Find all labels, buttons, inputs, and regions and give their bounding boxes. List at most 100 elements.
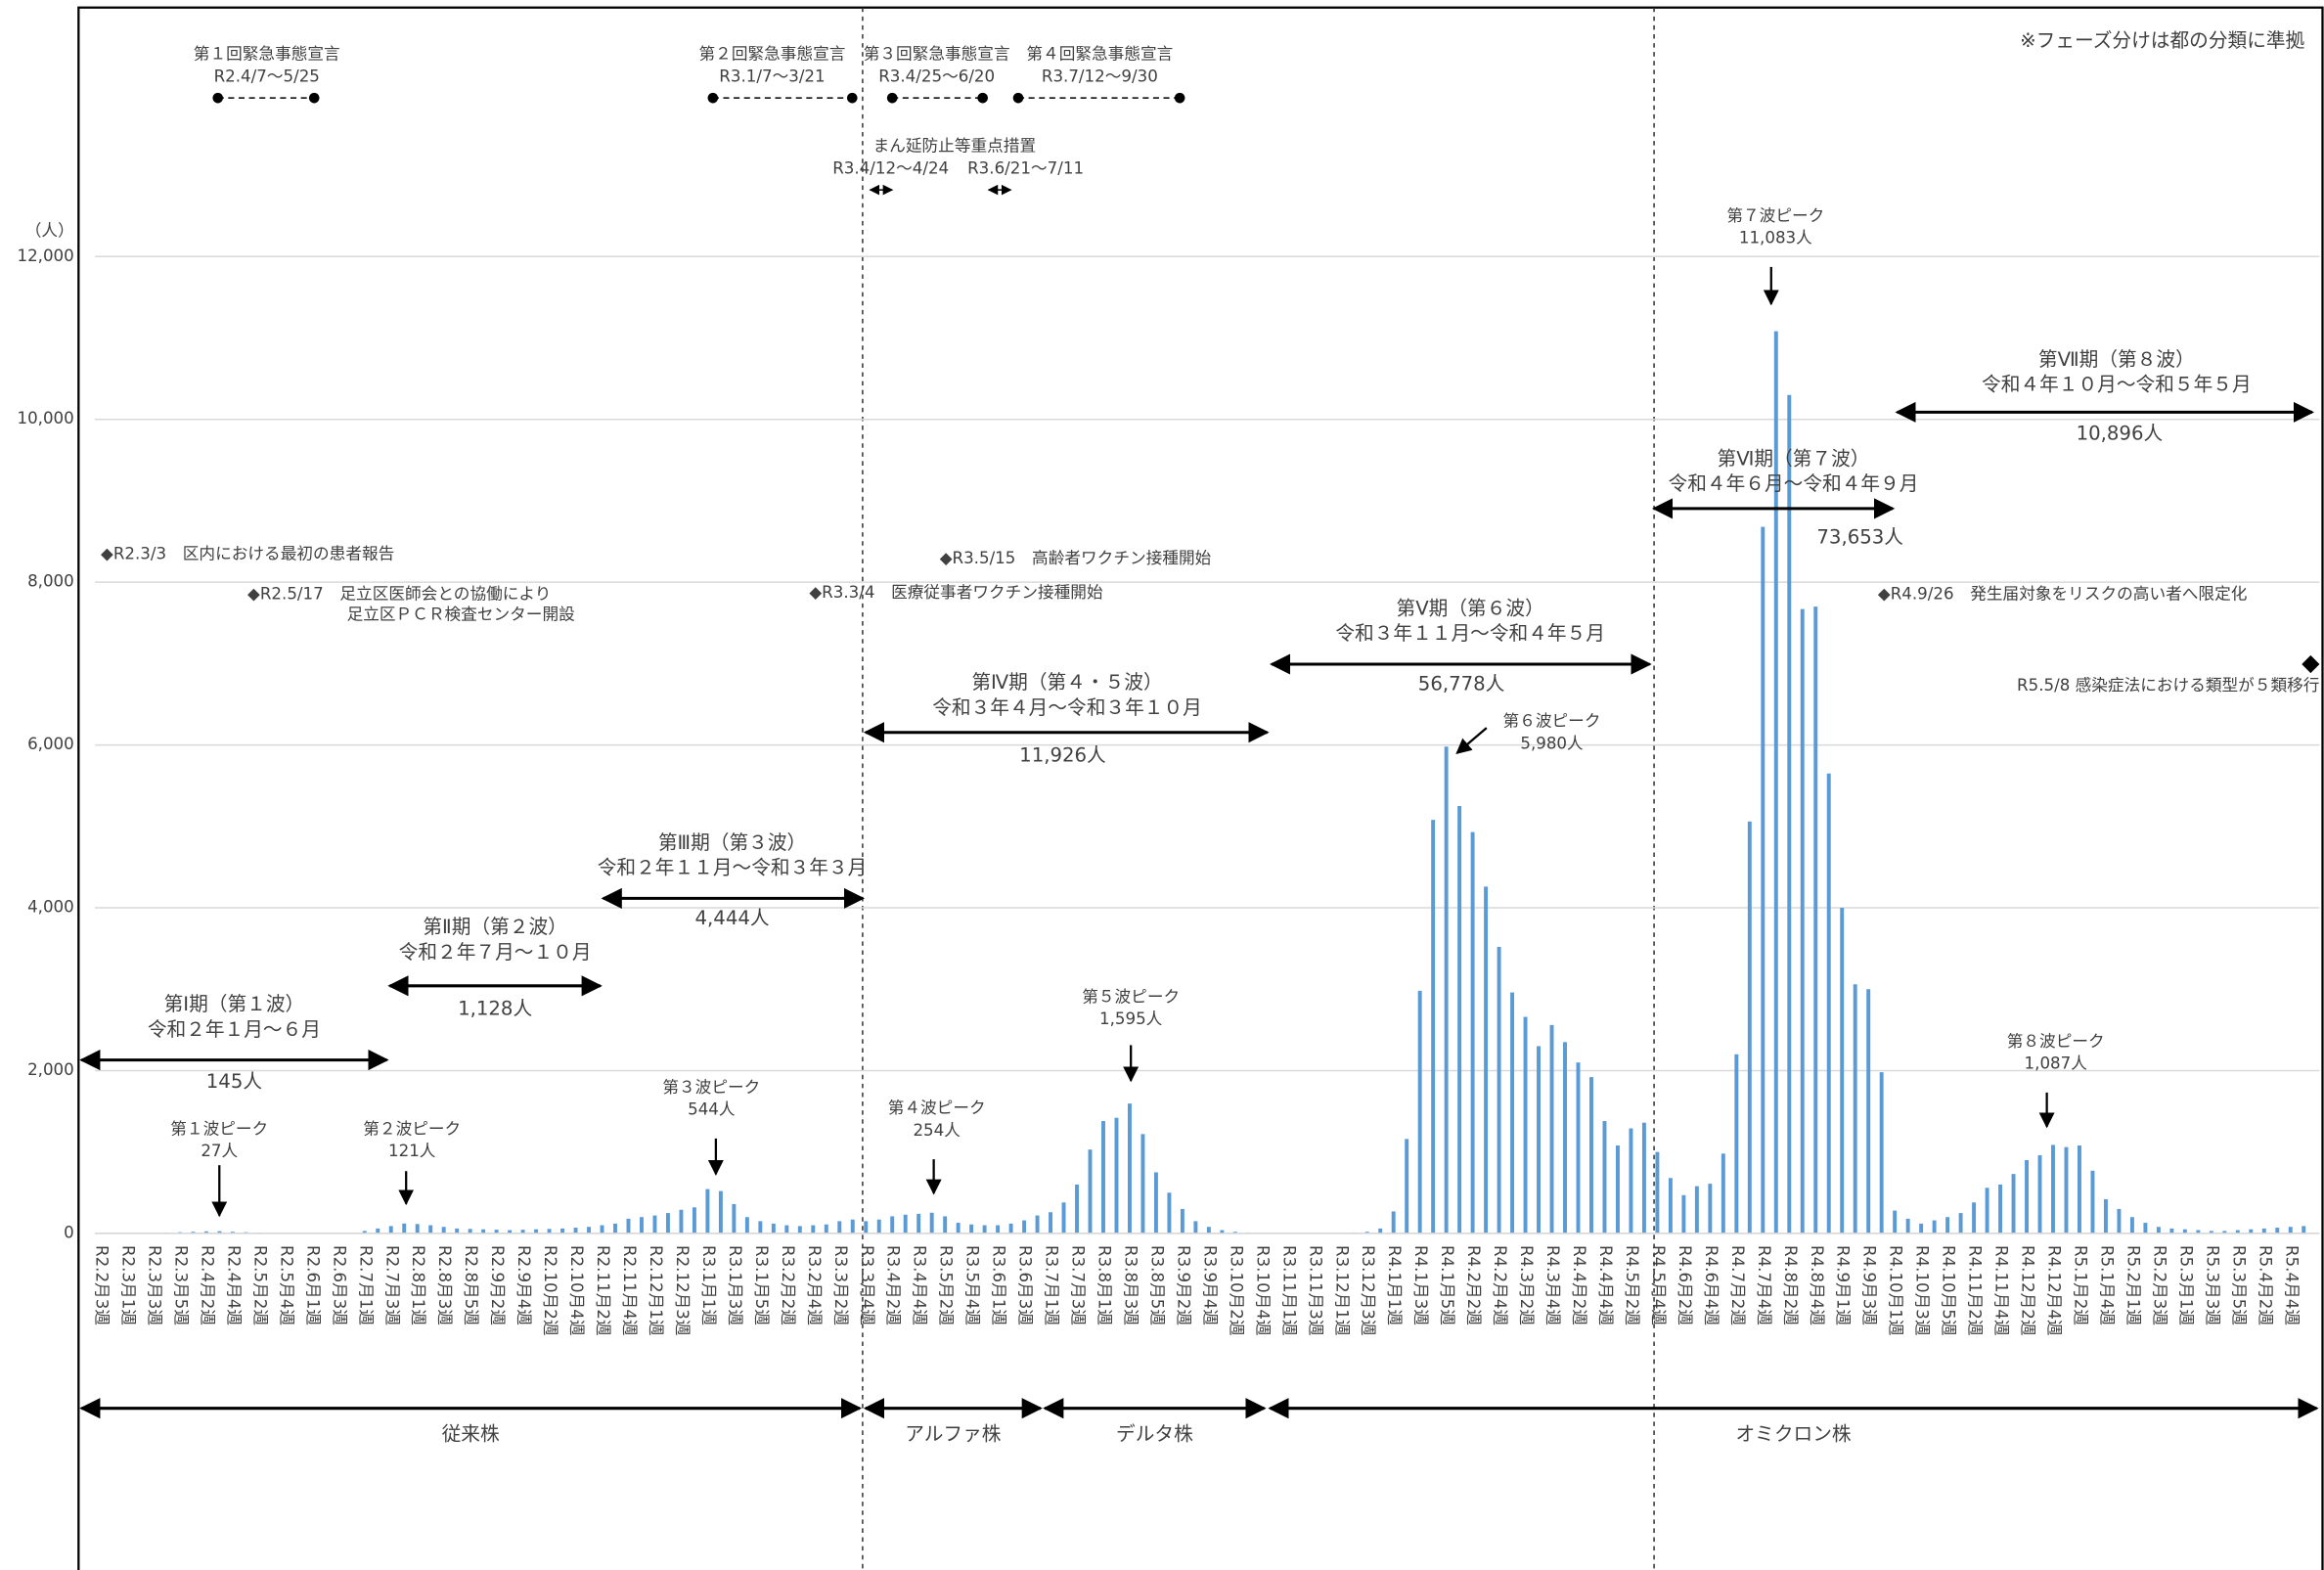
x-tick-label: R2.4月2週 (198, 1245, 216, 1325)
x-tick-label: R2.8月1週 (409, 1245, 427, 1325)
bar (665, 1213, 670, 1234)
x-tick-label: R4.11月4週 (1992, 1245, 2011, 1336)
y-tick-label: 8,000 (27, 572, 74, 591)
declaration-name: 第４回緊急事態宣言 (1026, 45, 1173, 64)
bar (2090, 1170, 2095, 1234)
bar (1470, 831, 1475, 1234)
plot-frame (77, 6, 2324, 1570)
x-tick-label: R4.6月4週 (1702, 1245, 1721, 1325)
x-tick-label: R5.2月3週 (2150, 1245, 2168, 1325)
bar (402, 1223, 407, 1234)
bar (388, 1226, 393, 1234)
bar (705, 1189, 710, 1234)
bar (784, 1225, 789, 1234)
bar (2143, 1223, 2148, 1234)
bar (1405, 1139, 1409, 1234)
bar (534, 1229, 539, 1234)
bar (1114, 1117, 1119, 1234)
x-tick-label: R2.7月1週 (356, 1245, 375, 1325)
bar (428, 1225, 433, 1234)
bar (1840, 908, 1845, 1234)
x-tick-label: R4.4月2週 (1570, 1245, 1588, 1325)
bar (230, 1232, 235, 1234)
bar (692, 1207, 696, 1234)
x-tick-label: R3.2月2週 (779, 1245, 797, 1325)
x-tick-label: R3.6月1週 (990, 1245, 1008, 1325)
bar (771, 1223, 776, 1234)
peak-name: 第８波ピーク (2007, 1032, 2105, 1051)
bar (2037, 1154, 2042, 1234)
x-tick-label: R4.4月4週 (1596, 1245, 1615, 1325)
x-tick-label: R4.12月4週 (2045, 1245, 2064, 1336)
x-tick-label: R2.9月4週 (514, 1245, 533, 1325)
x-tick-label: R5.2月1週 (2123, 1245, 2142, 1325)
strain-label: デルタ株 (1116, 1422, 1193, 1445)
note: ※フェーズ分けは都の分類に準拠 (2020, 29, 2304, 52)
dot (308, 92, 320, 104)
measure-name: まん延防止等重点措置 (873, 137, 1037, 156)
x-tick-label: R2.3月3週 (145, 1245, 163, 1325)
bar (2129, 1217, 2134, 1234)
bar (1563, 1042, 1567, 1234)
peak-name: 第２波ピーク (363, 1119, 461, 1138)
bar (640, 1217, 644, 1234)
x-tick-label: R2.8月5週 (462, 1245, 480, 1325)
bar (1206, 1227, 1211, 1234)
x-tick-label: R2.5月2週 (250, 1245, 269, 1325)
declaration-name: 第２回緊急事態宣言 (699, 45, 846, 64)
bar (1364, 1232, 1369, 1234)
bar (1075, 1184, 1079, 1234)
dot (1174, 92, 1185, 104)
x-tick-label: R2.10月4週 (567, 1245, 586, 1336)
bar (2261, 1228, 2266, 1234)
bar (468, 1229, 472, 1234)
declaration-period: R3.1/7〜3/21 (719, 67, 825, 85)
y-tick-label: 0 (64, 1223, 74, 1241)
peak-name: 第６波ピーク (1503, 712, 1601, 731)
bar (415, 1224, 420, 1234)
x-tick-label: R2.4月4週 (224, 1245, 243, 1325)
x-tick-label: R4.1月5週 (1438, 1245, 1456, 1325)
peak-value: 1,087人 (2025, 1054, 2088, 1073)
peak-value: 1,595人 (1099, 1009, 1163, 1028)
x-tick-label: R2.5月4週 (277, 1245, 295, 1325)
bar (1167, 1192, 1172, 1234)
bar (837, 1221, 842, 1234)
peak-name: 第１波ピーク (170, 1119, 268, 1138)
bar (2249, 1229, 2254, 1234)
phase-name: 第Ⅴ期（第６波） (1397, 597, 1544, 619)
bar (1826, 773, 1831, 1234)
bar (1232, 1232, 1237, 1234)
dot (977, 92, 988, 104)
x-tick-label: R3.3月2週 (831, 1245, 850, 1325)
x-tick-label: R5.4月4週 (2282, 1245, 2301, 1325)
x-tick-label: R3.5月2週 (937, 1245, 956, 1325)
x-tick-label: R3.8月1週 (1095, 1245, 1113, 1325)
bar (652, 1215, 657, 1234)
x-tick-label: R2.10月2週 (541, 1245, 559, 1336)
bar (1457, 805, 1462, 1234)
bar (560, 1228, 565, 1234)
x-tick-label: R3.2月4週 (805, 1245, 824, 1325)
bar (2235, 1230, 2240, 1234)
bar (362, 1231, 367, 1234)
x-tick-label: R3.1月3週 (726, 1245, 744, 1325)
x-tick-label: R4.5月2週 (1623, 1245, 1641, 1325)
declaration-period: R3.4/25〜6/20 (878, 67, 995, 85)
x-tick-label: R4.7月2週 (1728, 1245, 1747, 1325)
bar (1049, 1212, 1053, 1234)
bar (2169, 1228, 2174, 1234)
bar (1721, 1153, 1725, 1234)
peak-value: 5,980人 (1520, 734, 1584, 752)
x-tick-label: R4.8月2週 (1781, 1245, 1800, 1325)
x-tick-label: R3.1月1週 (699, 1245, 718, 1325)
bar (203, 1231, 208, 1234)
bar (2209, 1231, 2213, 1234)
x-tick-label: R4.3月2週 (1517, 1245, 1536, 1325)
bar (1127, 1103, 1132, 1234)
peak-name: 第４波ピーク (888, 1099, 986, 1117)
bar (1879, 1072, 1884, 1234)
bar (1153, 1172, 1158, 1234)
bar (217, 1231, 222, 1234)
x-tick-label: R4.6月2週 (1676, 1245, 1694, 1325)
